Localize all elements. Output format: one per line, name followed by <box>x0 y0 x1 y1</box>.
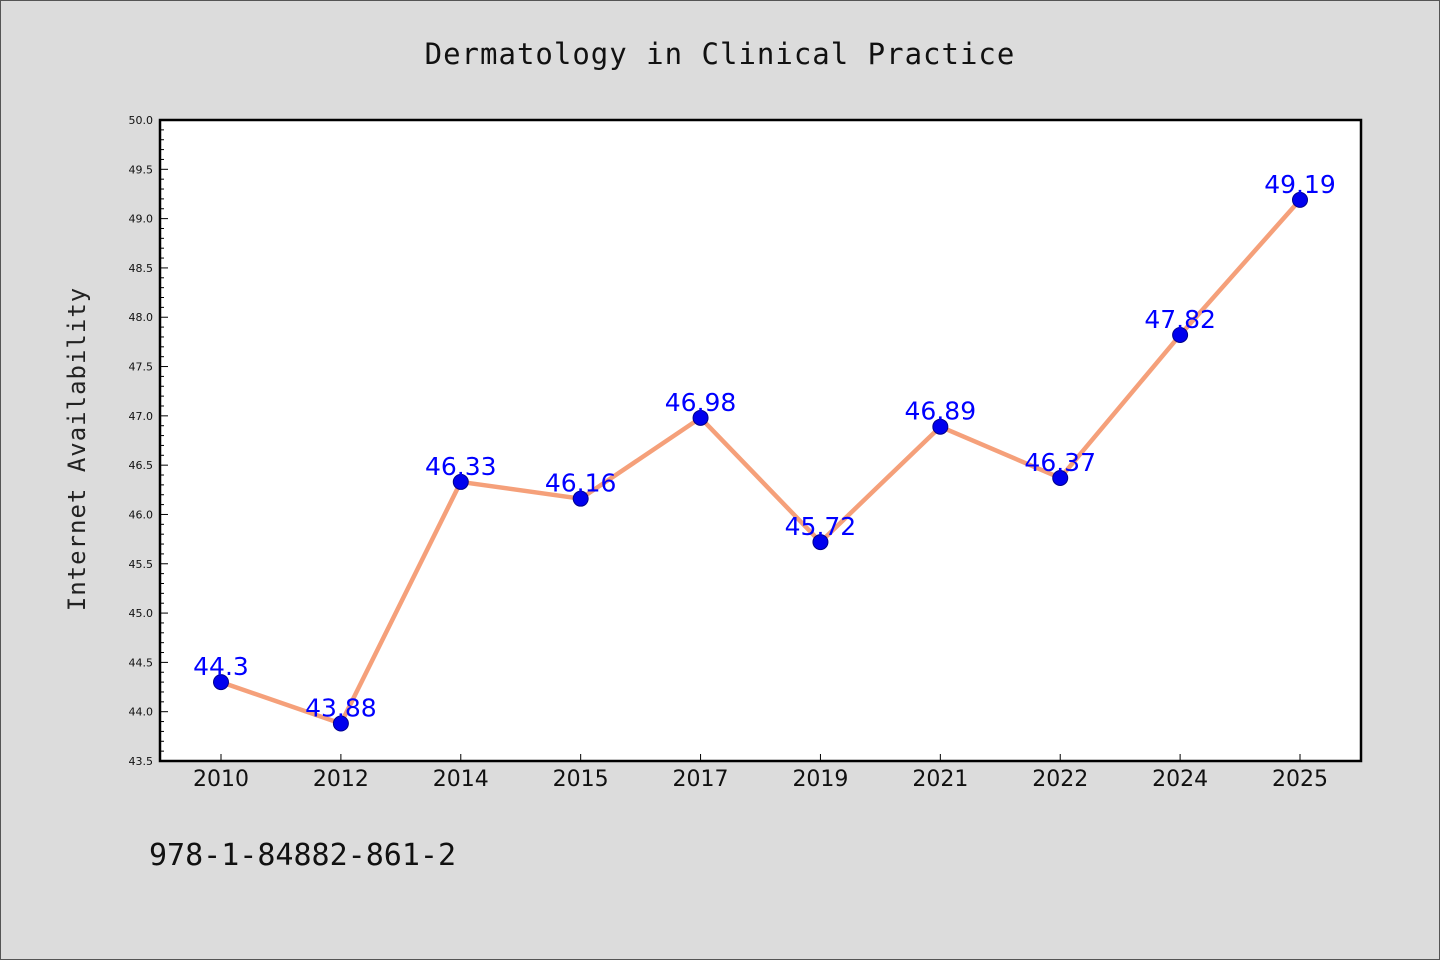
y-tick-label: 43.5 <box>129 755 154 768</box>
data-label: 46.89 <box>905 397 977 426</box>
y-axis-label: Internet Availability <box>63 287 91 611</box>
x-tick-label: 2012 <box>313 767 369 792</box>
data-label: 46.33 <box>425 452 497 481</box>
x-tick-label: 2024 <box>1152 767 1208 792</box>
data-label: 44.3 <box>193 652 249 681</box>
data-point <box>812 534 829 551</box>
x-tick-label: 2015 <box>553 767 609 792</box>
y-tick-label: 48.0 <box>129 311 154 324</box>
data-point <box>932 418 949 435</box>
y-tick-label: 45.5 <box>129 558 154 571</box>
y-axis: 43.5 44.0 44.5 45.0 45.5 46.0 46.5 47.0 47.5 48.0… <box>129 114 168 768</box>
x-tick-label: 2022 <box>1032 767 1088 792</box>
y-tick-label: 47.5 <box>129 361 154 374</box>
x-tick-label: 2014 <box>433 767 489 792</box>
y-tick-label: 45.0 <box>129 607 154 620</box>
data-point <box>1172 326 1189 343</box>
data-label: 46.37 <box>1024 448 1096 477</box>
data-label: 49.19 <box>1264 170 1336 199</box>
data-label: 45.72 <box>785 512 857 541</box>
y-tick-label: 46.0 <box>129 508 154 521</box>
x-tick-label: 2010 <box>193 767 249 792</box>
x-tick-label: 2019 <box>792 767 848 792</box>
y-tick-label: 49.5 <box>129 163 154 176</box>
data-point <box>1292 191 1308 208</box>
data-label: 46.16 <box>545 469 617 498</box>
x-tick-label: 2017 <box>673 767 729 792</box>
y-tick-label: 49.0 <box>129 213 154 226</box>
data-point <box>452 473 469 490</box>
chart-title: Dermatology in Clinical Practice <box>425 37 1016 71</box>
y-tick-label: 50.0 <box>129 114 154 127</box>
series-line <box>220 198 1302 726</box>
y-tick-label: 47.0 <box>129 410 154 423</box>
plot-area <box>158 118 1363 763</box>
y-tick-label: 46.5 <box>129 459 154 472</box>
x-axis: 2010 2012 2014 2015 2017 2019 2021 2022 2024 2025 <box>193 754 1328 792</box>
y-tick-label: 44.0 <box>129 706 154 719</box>
data-point <box>213 674 229 691</box>
footer-isbn: 978-1-84882-861-2 <box>149 838 456 873</box>
data-point <box>692 409 709 426</box>
data-label: 46.98 <box>665 388 737 417</box>
data-point <box>332 715 349 732</box>
data-point <box>1052 469 1069 486</box>
y-tick-label: 48.5 <box>129 262 154 275</box>
x-tick-label: 2025 <box>1272 767 1328 792</box>
y-tick-label: 44.5 <box>129 656 154 669</box>
x-tick-label: 2021 <box>912 767 968 792</box>
data-label: 47.82 <box>1144 305 1216 334</box>
series-layer: 44.3 43.88 46.33 46.16 46.98 45.72 46.89 46.37 4… <box>193 170 1336 732</box>
data-point <box>572 490 589 507</box>
data-label: 43.88 <box>305 694 377 723</box>
